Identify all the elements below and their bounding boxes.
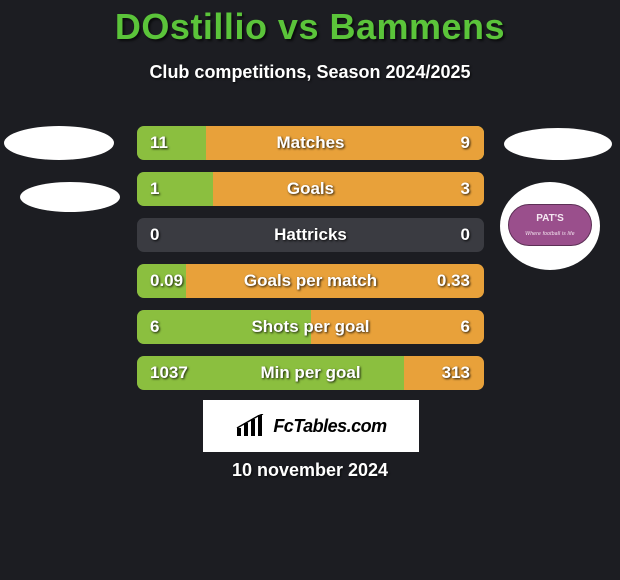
stat-row: 66Shots per goal: [0, 310, 620, 344]
stats-bars: 119Matches 13Goals 00Hattricks 0.090.33Goal…: [0, 126, 620, 402]
date-line: 10 november 2024: [0, 460, 620, 481]
stat-label: Min per goal: [137, 356, 484, 390]
stat-row: 0.090.33Goals per match: [0, 264, 620, 298]
brand-bars-icon: [235, 414, 267, 438]
stat-row: 1037313Min per goal: [0, 356, 620, 390]
footer-brand-box: FcTables.com: [203, 400, 419, 452]
stat-label: Matches: [137, 126, 484, 160]
stat-label: Goals per match: [137, 264, 484, 298]
page-title: DOstillio vs Bammens: [0, 6, 620, 48]
footer-brand-text: FcTables.com: [273, 416, 386, 437]
stat-row: 00Hattricks: [0, 218, 620, 252]
stat-label: Shots per goal: [137, 310, 484, 344]
stat-row: 13Goals: [0, 172, 620, 206]
subtitle: Club competitions, Season 2024/2025: [0, 62, 620, 83]
stat-row: 119Matches: [0, 126, 620, 160]
stat-label: Goals: [137, 172, 484, 206]
stat-label: Hattricks: [137, 218, 484, 252]
